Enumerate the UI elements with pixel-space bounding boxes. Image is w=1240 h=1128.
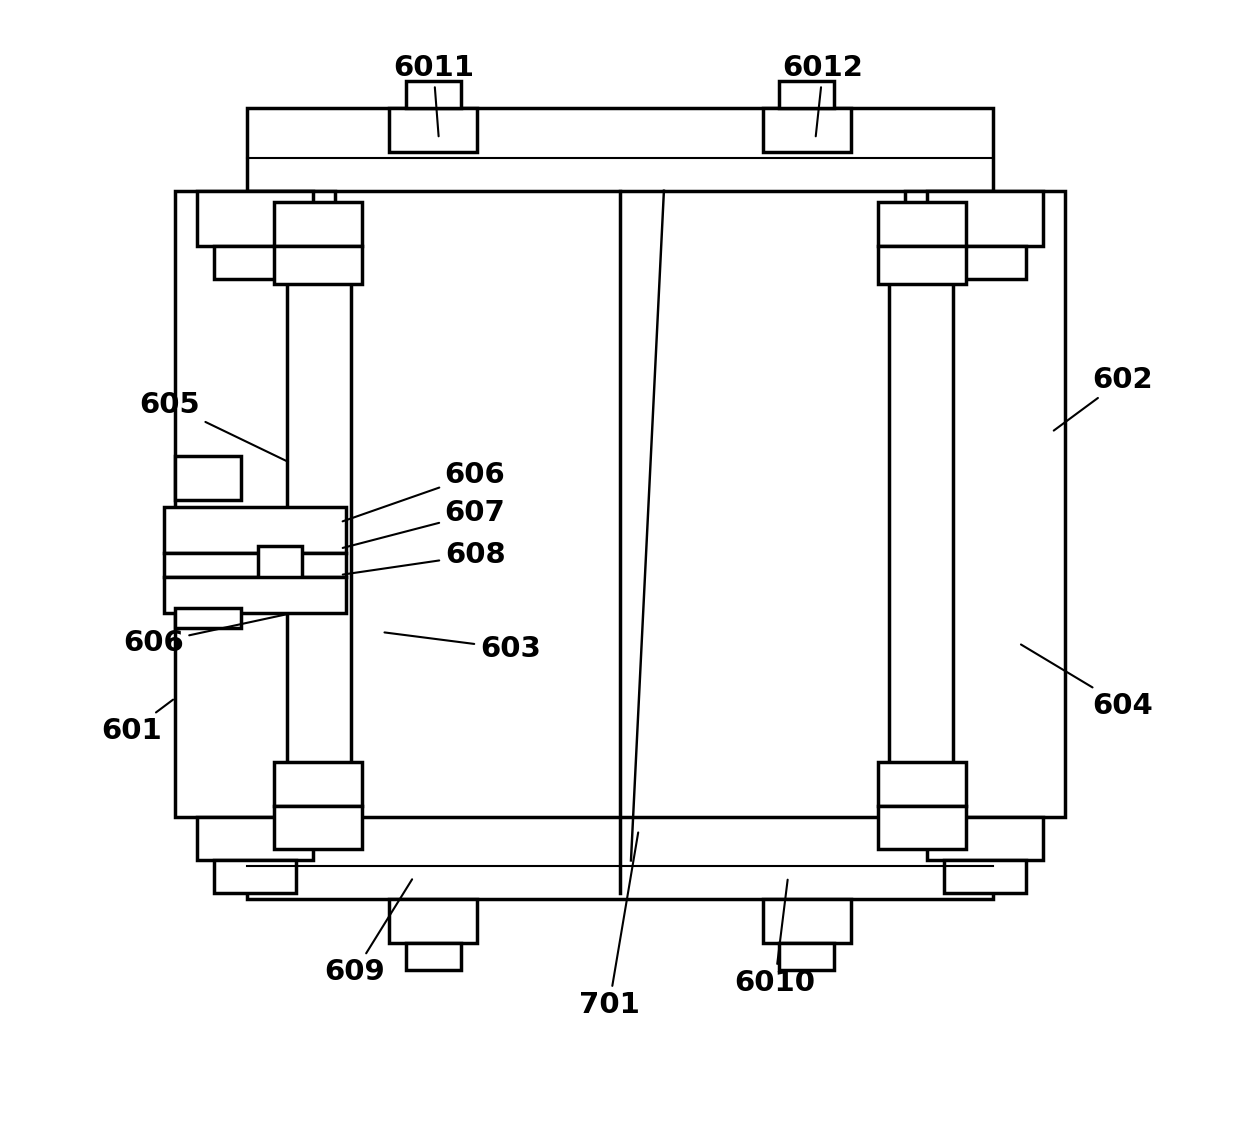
Text: 6012: 6012	[782, 54, 863, 136]
Bar	[878, 246, 966, 284]
Text: 602: 602	[1054, 365, 1153, 431]
Bar	[763, 899, 851, 943]
Bar	[197, 191, 312, 246]
Bar	[247, 108, 993, 191]
Bar	[175, 457, 242, 501]
Bar	[288, 213, 351, 794]
Text: 701: 701	[579, 832, 640, 1020]
Bar	[274, 202, 362, 246]
Text: 605: 605	[140, 390, 288, 461]
Bar	[274, 761, 362, 805]
Text: 604: 604	[1021, 644, 1153, 720]
Bar	[944, 861, 1027, 893]
Bar	[405, 81, 461, 108]
Text: 607: 607	[342, 500, 506, 548]
Bar	[878, 805, 966, 849]
Bar	[274, 805, 362, 849]
Text: 609: 609	[324, 880, 412, 987]
Text: 606: 606	[123, 614, 288, 656]
Bar	[389, 899, 477, 943]
Bar	[165, 553, 346, 578]
Bar	[889, 213, 952, 794]
Bar	[213, 861, 296, 893]
Bar	[779, 81, 835, 108]
Text: 606: 606	[342, 461, 506, 521]
Bar	[197, 817, 312, 861]
Text: 603: 603	[384, 633, 541, 662]
Bar	[165, 578, 346, 614]
Bar	[389, 108, 477, 152]
Bar	[779, 943, 835, 970]
Bar	[878, 202, 966, 246]
Text: 6011: 6011	[393, 54, 474, 136]
Bar	[165, 506, 346, 553]
Bar	[944, 246, 1027, 279]
Bar	[878, 761, 966, 805]
Bar	[763, 108, 851, 152]
Bar	[247, 817, 993, 899]
Bar	[405, 943, 461, 970]
Bar	[905, 191, 1065, 817]
Bar	[175, 608, 242, 627]
Bar	[213, 246, 296, 279]
Bar	[258, 546, 301, 584]
Text: 601: 601	[100, 699, 174, 744]
Text: 608: 608	[342, 541, 506, 574]
Bar	[175, 191, 335, 817]
Text: 6010: 6010	[734, 880, 816, 997]
Bar	[928, 817, 1043, 861]
Bar	[274, 246, 362, 284]
Bar	[928, 191, 1043, 246]
